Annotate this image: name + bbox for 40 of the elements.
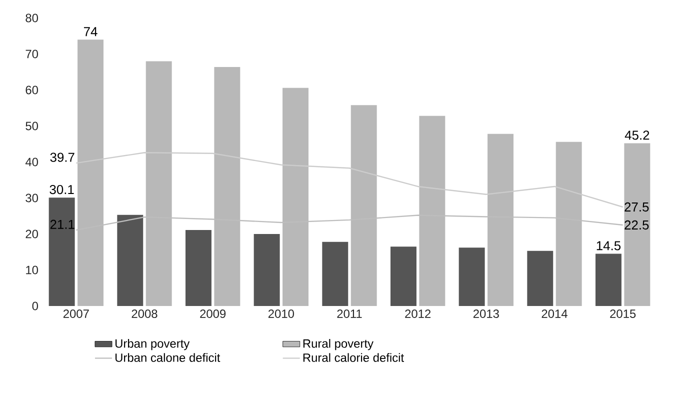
data-label: 22.5 <box>624 220 649 230</box>
x-tick-label: 2012 <box>405 310 431 318</box>
x-tick-label: 2013 <box>473 310 499 318</box>
y-tick-label: 30 <box>26 194 38 202</box>
data-label: 45.2 <box>624 130 650 140</box>
legend-label: Rural calorie deficit <box>303 353 404 362</box>
y-tick-label: 20 <box>26 230 38 238</box>
legend-label: Urban poverty <box>116 338 190 350</box>
bar <box>527 250 554 306</box>
bar <box>117 214 144 306</box>
y-tick-label: 80 <box>26 14 38 22</box>
x-tick-label: 2014 <box>542 310 568 318</box>
y-tick-label: 70 <box>26 50 38 58</box>
y-tick-label: 40 <box>25 158 38 166</box>
bar <box>254 234 280 306</box>
data-label: 30.1 <box>50 184 74 194</box>
x-tick-label: 2007 <box>63 310 89 318</box>
data-label: 39.7 <box>50 152 74 162</box>
bar <box>48 198 75 306</box>
data-label: 21.1 <box>50 220 74 229</box>
y-tick-label: 50 <box>26 122 38 130</box>
bar <box>390 246 416 306</box>
legend-label: Urban calone deficit <box>116 353 220 362</box>
y-tick-label: 0 <box>32 302 38 310</box>
line-series <box>76 152 624 208</box>
y-tick-label: 10 <box>26 266 38 274</box>
data-label: 74 <box>84 27 98 36</box>
data-label: 27.5 <box>624 202 649 212</box>
x-tick-label: 2008 <box>132 310 158 318</box>
legend-label: Rural poverty <box>303 338 374 350</box>
data-label: 14.5 <box>596 241 621 250</box>
y-tick-label: 60 <box>26 86 38 94</box>
x-tick-label: 2010 <box>268 310 294 318</box>
bar <box>322 242 348 306</box>
bar <box>186 230 212 306</box>
bar <box>458 248 485 306</box>
x-tick-label: 2015 <box>610 310 636 318</box>
x-tick-label: 2011 <box>337 310 362 318</box>
x-tick-label: 2009 <box>200 310 226 318</box>
bar <box>595 254 622 306</box>
